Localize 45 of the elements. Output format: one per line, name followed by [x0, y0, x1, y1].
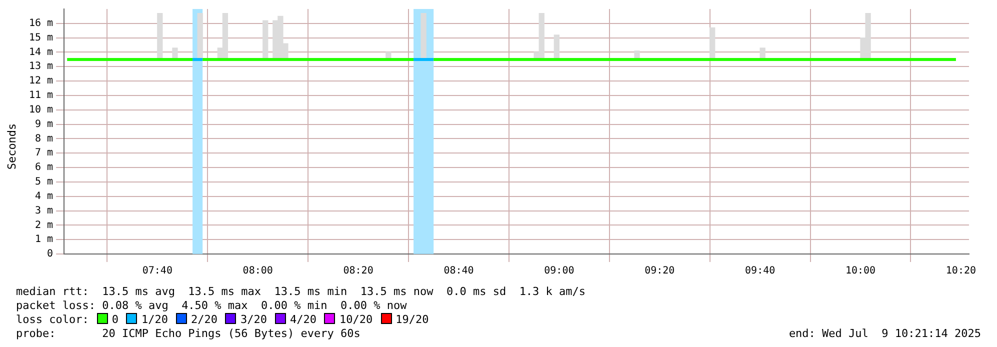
- legend-label: 3/20: [240, 313, 267, 326]
- x-tick-label: 09:20: [644, 266, 675, 277]
- x-tick-label: 10:00: [845, 266, 876, 277]
- x-tick-label: 08:20: [343, 266, 374, 277]
- y-tick-label: 15 m: [28, 32, 54, 44]
- y-tick-label: 13 m: [28, 61, 54, 72]
- bar: [710, 27, 716, 60]
- y-tick-label: 9 m: [35, 118, 54, 130]
- y-tick-label: 8 m: [35, 133, 54, 144]
- y-tick-label: 7 m: [35, 148, 54, 159]
- y-tick-label: 12 m: [28, 76, 54, 87]
- text: end: Wed Jul 9 10:21:14 2025: [788, 327, 981, 341]
- legend-title: loss color:: [16, 313, 89, 326]
- text: median rtt: 13.5 ms avg 13.5 ms max 13.5 ms min 13.5 ms now 0.0 ms sd 1.3 k am/s: [16, 285, 587, 299]
- y-tick-label: 10 m: [28, 104, 54, 116]
- y-tick-label: 2 m: [35, 220, 54, 231]
- y-tick-label: 5 m: [35, 176, 54, 188]
- bar: [197, 12, 203, 60]
- legend-label: 4/20: [290, 313, 316, 326]
- y-tick-label: 4 m: [35, 190, 54, 202]
- y-tick-label: 6 m: [35, 162, 54, 174]
- y-tick-label: 3 m: [35, 205, 54, 216]
- bar: [554, 34, 560, 60]
- x-tick-label: 07:40: [142, 266, 172, 277]
- x-tick-label: 08:40: [444, 266, 474, 277]
- x-tick-label: 09:40: [745, 266, 776, 277]
- legend-label: 1/20: [141, 313, 168, 326]
- bar: [157, 12, 163, 60]
- x-tick-label: 08:00: [242, 266, 273, 277]
- text: packet loss: 0.08 % avg 4.50 % max 0.00 % min 0.00 % now: [16, 299, 408, 313]
- legend-label: 19/20: [396, 313, 429, 326]
- x-tick-label: 09:00: [544, 266, 574, 277]
- text: probe: 20 ICMP Echo Pings (56 Bytes) every 60s: [16, 327, 360, 340]
- legend-label: 2/20: [190, 313, 218, 326]
- y-tick-label: 16 m: [28, 18, 54, 30]
- y-tick-label: 14 m: [28, 46, 54, 58]
- x-tick-label: 10:20: [946, 266, 976, 277]
- y-axis-title: Seconds: [6, 123, 18, 170]
- y-tick-label: 0: [47, 248, 54, 260]
- y-tick-label: 11 m: [28, 90, 54, 102]
- legend-label: 10/20: [339, 313, 373, 326]
- bar: [262, 20, 268, 60]
- y-tick-label: 1 m: [35, 234, 54, 246]
- legend-label: 0: [112, 313, 118, 326]
- bar: [420, 12, 426, 60]
